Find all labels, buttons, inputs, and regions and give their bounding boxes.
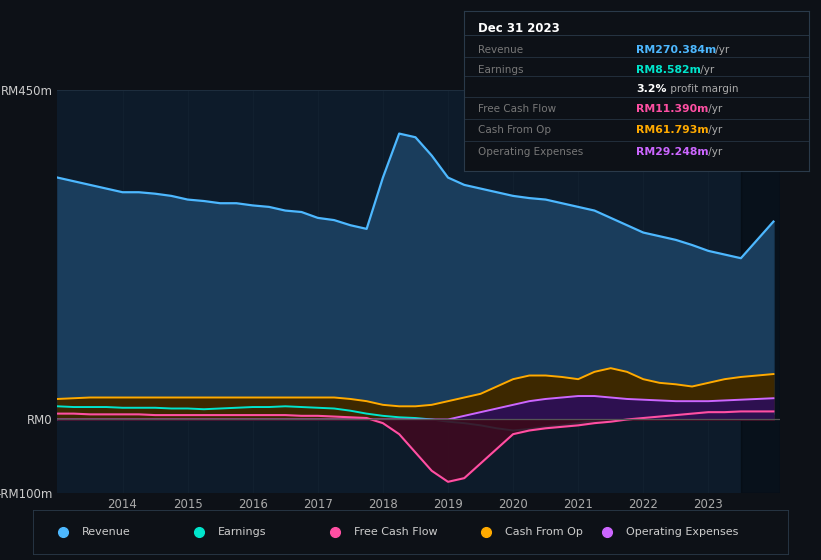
Text: RM270.384m: RM270.384m: [636, 44, 717, 54]
Text: RM8.582m: RM8.582m: [636, 66, 701, 75]
Text: RM11.390m: RM11.390m: [636, 104, 709, 114]
Text: RM61.793m: RM61.793m: [636, 125, 709, 135]
Text: Revenue: Revenue: [478, 44, 523, 54]
Text: /yr: /yr: [697, 66, 714, 75]
Text: profit margin: profit margin: [667, 83, 738, 94]
Text: Free Cash Flow: Free Cash Flow: [354, 527, 438, 537]
Text: Free Cash Flow: Free Cash Flow: [478, 104, 556, 114]
Text: 3.2%: 3.2%: [636, 83, 667, 94]
Text: /yr: /yr: [704, 147, 722, 157]
Text: /yr: /yr: [712, 44, 729, 54]
Text: Operating Expenses: Operating Expenses: [626, 527, 738, 537]
Text: Cash From Op: Cash From Op: [478, 125, 551, 135]
Text: Revenue: Revenue: [82, 527, 131, 537]
Text: Dec 31 2023: Dec 31 2023: [478, 22, 559, 35]
Text: Cash From Op: Cash From Op: [505, 527, 583, 537]
Text: /yr: /yr: [704, 104, 722, 114]
Text: Operating Expenses: Operating Expenses: [478, 147, 583, 157]
Bar: [741, 90, 780, 493]
Text: Earnings: Earnings: [478, 66, 523, 75]
Text: /yr: /yr: [704, 125, 722, 135]
Text: RM29.248m: RM29.248m: [636, 147, 709, 157]
Text: Earnings: Earnings: [218, 527, 266, 537]
